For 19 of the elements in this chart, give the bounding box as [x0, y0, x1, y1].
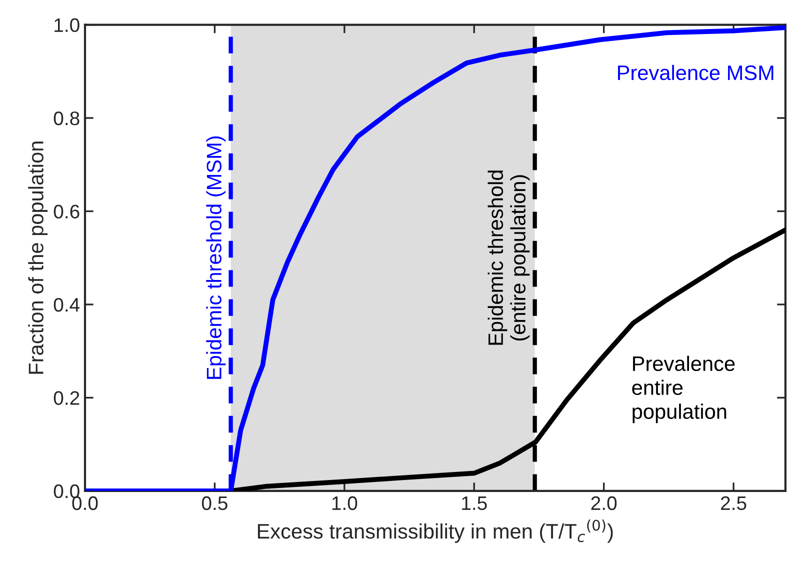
- y-tick-label: 0.8: [54, 111, 80, 126]
- x-axis-title: Excess transmissibility in men (T/T$_{c}$$^{(0)}$): [258, 519, 613, 543]
- x-tick-label: 1.5: [462, 496, 487, 510]
- line-series: [84, 25, 786, 491]
- y-tick-label: 0.0: [54, 484, 80, 498]
- x-tick-label: 1.0: [332, 496, 358, 510]
- y-axis-title: Fraction of the population: [28, 142, 48, 374]
- x-tick-label: 0.0: [72, 496, 98, 510]
- x-tick-label: 2.0: [591, 496, 617, 510]
- series-label: Prevalence MSM: [618, 64, 774, 80]
- x-tick-label: 2.5: [721, 496, 746, 510]
- series-label: Prevalence entire population: [632, 356, 735, 424]
- ref-line-label: Epidemic threshold (entire population): [488, 170, 530, 345]
- y-tick-label: 0.4: [54, 298, 80, 312]
- y-tick-label: 1.0: [54, 18, 80, 32]
- ref-line-label: Epidemic threshold (MSM): [206, 136, 226, 379]
- y-tick-label: 0.6: [54, 204, 80, 218]
- x-tick-label: 0.5: [202, 496, 228, 510]
- y-tick-label: 0.2: [54, 391, 80, 405]
